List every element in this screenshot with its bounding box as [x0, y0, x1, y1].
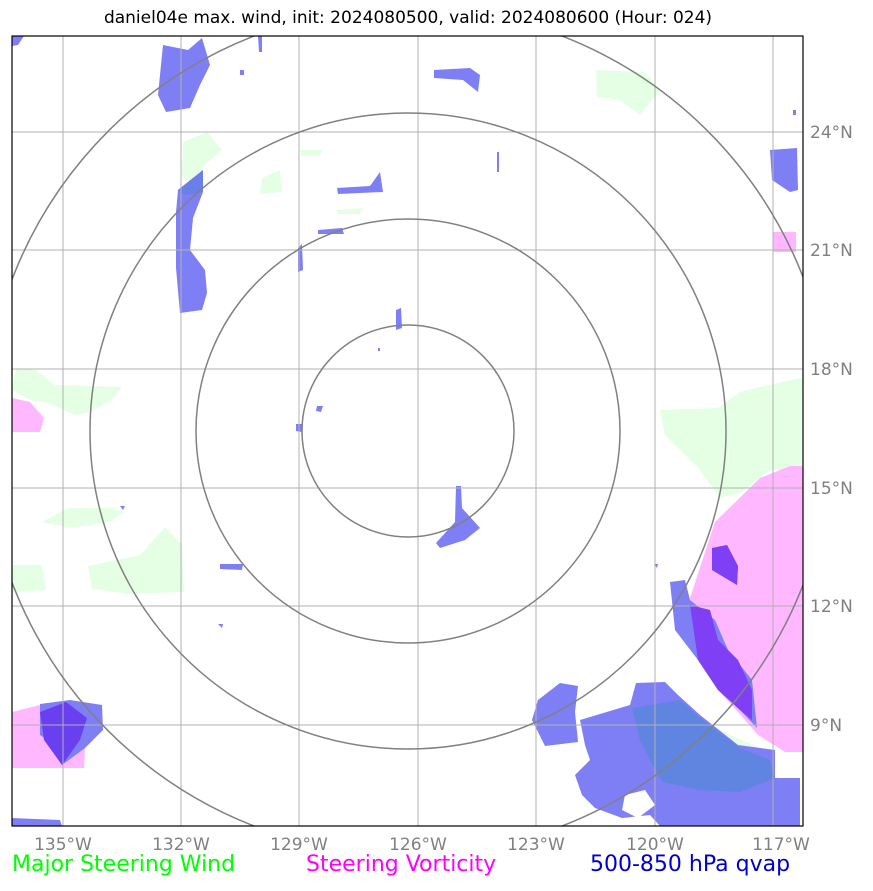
lat-tick-label: 18°N: [810, 360, 853, 380]
lat-tick-label: 12°N: [810, 597, 853, 617]
map-frame: [11, 35, 804, 827]
lat-tick-label: 24°N: [810, 123, 853, 143]
steering-vorticity-areas: [12, 232, 803, 768]
lat-tick-labels: 24°N 21°N 18°N 15°N 12°N 9°N: [810, 123, 853, 736]
lon-tick-label: 126°W: [389, 835, 447, 855]
steering-wind-areas: [12, 70, 803, 768]
range-rings: [12, 36, 803, 826]
lon-tick-label: 135°W: [34, 835, 92, 855]
graticule: [12, 36, 803, 826]
legend-qvap: 500-850 hPa qvap: [590, 852, 791, 877]
lon-tick-label: 120°W: [626, 835, 684, 855]
lon-tick-label: 129°W: [270, 835, 328, 855]
overlap-areas: [40, 170, 775, 818]
lat-tick-label: 21°N: [810, 241, 853, 261]
range-ring-3: [89, 112, 727, 750]
range-ring-2: [195, 218, 621, 644]
legend-steering-vorticity: Steering Vorticity: [306, 852, 497, 877]
map-title: daniel04e max. wind, init: 2024080500, v…: [103, 8, 713, 28]
lon-tick-label: 123°W: [507, 835, 565, 855]
lon-tick-label: 117°W: [752, 835, 810, 855]
legend-steering-wind: Major Steering Wind: [12, 852, 236, 877]
lon-tick-label: 132°W: [152, 835, 210, 855]
lon-tick-labels: 135°W 132°W 129°W 126°W 123°W 120°W 117°…: [34, 835, 810, 855]
range-ring-1: [301, 324, 515, 538]
lat-tick-label: 9°N: [810, 716, 842, 736]
lat-tick-label: 15°N: [810, 479, 853, 499]
